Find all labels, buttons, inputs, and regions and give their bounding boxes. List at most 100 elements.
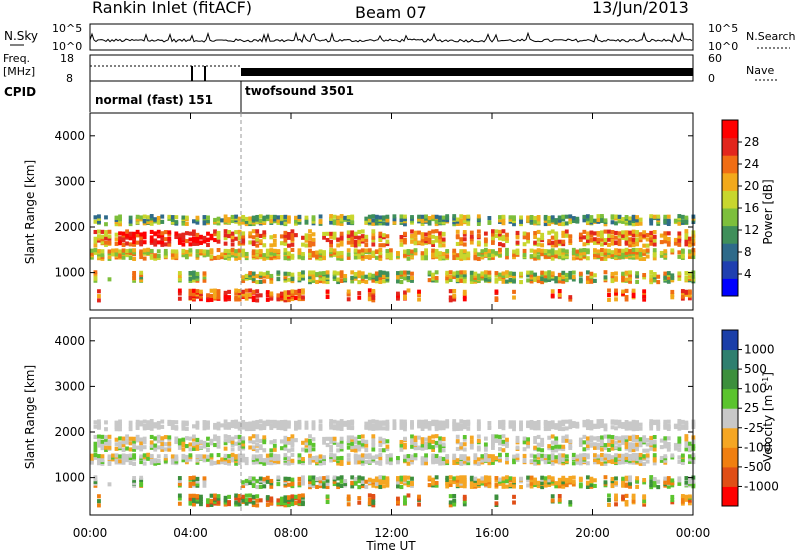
power-cell (297, 296, 302, 301)
power-cell (206, 237, 210, 242)
power-cell (462, 277, 467, 282)
power-cell (388, 252, 393, 257)
velocity-cell (149, 443, 154, 448)
power-cell (596, 237, 601, 242)
power-cell (635, 279, 640, 284)
velocity-cell (490, 460, 495, 465)
power-cell (564, 254, 569, 259)
power-cell (227, 249, 231, 254)
velocity-cell (512, 420, 516, 425)
power-cell (505, 232, 509, 237)
power-cell (462, 218, 467, 223)
velocity-cell (177, 441, 182, 446)
power-cell (424, 239, 428, 244)
velocity-cell (462, 475, 467, 480)
power-cell (536, 275, 541, 280)
velocity-cell (687, 501, 692, 506)
power-cell (501, 237, 506, 242)
velocity-cell (519, 422, 523, 428)
velocity-cell (571, 482, 576, 487)
velocity-cell (262, 437, 267, 442)
velocity-cell (554, 455, 559, 460)
power-cell (104, 222, 108, 227)
velocity-cell (448, 494, 453, 499)
velocity-cell (652, 453, 657, 458)
power-cell (621, 289, 625, 294)
velocity-cell (406, 480, 411, 485)
power-cell (371, 293, 376, 298)
power-cell (170, 249, 175, 254)
power-cell (114, 232, 119, 237)
colorbar-swatch (722, 172, 738, 191)
power-cell (199, 297, 203, 302)
power-cell (360, 256, 365, 261)
velocity-cell (163, 453, 168, 459)
velocity-cell (360, 476, 365, 481)
power-cell (125, 233, 129, 238)
velocity-cell (192, 434, 196, 439)
power-cell (466, 256, 471, 261)
power-cell (223, 293, 228, 298)
velocity-cell (684, 494, 689, 499)
velocity-cell (638, 457, 643, 462)
velocity-cell (149, 421, 154, 426)
power-cell (508, 273, 513, 278)
power-cell (195, 289, 200, 294)
velocity-cell (209, 455, 214, 460)
power-cell (624, 294, 629, 300)
velocity-cell (427, 435, 432, 440)
velocity-cell (97, 419, 101, 424)
power-cell (554, 218, 559, 223)
power-cell (237, 252, 242, 257)
velocity-cell (462, 419, 467, 425)
power-cell (93, 274, 98, 279)
velocity-cell (251, 440, 256, 445)
power-cell (301, 242, 305, 247)
power-cell (184, 239, 189, 244)
velocity-cell (272, 422, 277, 427)
velocity-cell (659, 445, 664, 450)
power-cell (167, 242, 172, 247)
power-cell (357, 274, 362, 279)
power-cell (519, 215, 523, 220)
velocity-cell (628, 426, 632, 431)
power-cell (621, 271, 625, 276)
power-cell (424, 256, 428, 261)
power-cell (578, 237, 583, 242)
power-cell (494, 229, 499, 234)
power-cell (540, 280, 545, 285)
velocity-cell (339, 475, 344, 480)
power-cell (216, 221, 221, 226)
velocity-cell (603, 475, 608, 480)
power-cell (135, 217, 140, 222)
power-cell (237, 288, 242, 294)
power-cell (490, 232, 495, 237)
power-cell (353, 255, 358, 260)
power-cell (547, 270, 552, 275)
velocity-cell (237, 441, 242, 446)
power-cell (585, 270, 590, 275)
velocity-cell (578, 453, 583, 458)
velocity-cell (617, 455, 622, 460)
velocity-cell (396, 496, 400, 501)
power-cell (557, 251, 562, 256)
power-cell (142, 240, 147, 245)
velocity-cell (431, 477, 436, 482)
power-cell (417, 297, 421, 302)
velocity-cell (687, 459, 692, 464)
velocity-cell (508, 476, 513, 481)
power-cell (550, 289, 555, 294)
power-cell (603, 270, 608, 275)
power-cell (230, 247, 235, 252)
power-cell (213, 288, 217, 293)
velocity-cell (448, 503, 453, 508)
power-cell (188, 231, 193, 236)
power-cell (540, 276, 545, 281)
power-cell (262, 279, 267, 284)
velocity-cell (635, 447, 640, 452)
velocity-cell (649, 446, 654, 451)
velocity-cell (600, 423, 604, 429)
power-cell (125, 241, 129, 246)
power-cell (670, 275, 675, 280)
